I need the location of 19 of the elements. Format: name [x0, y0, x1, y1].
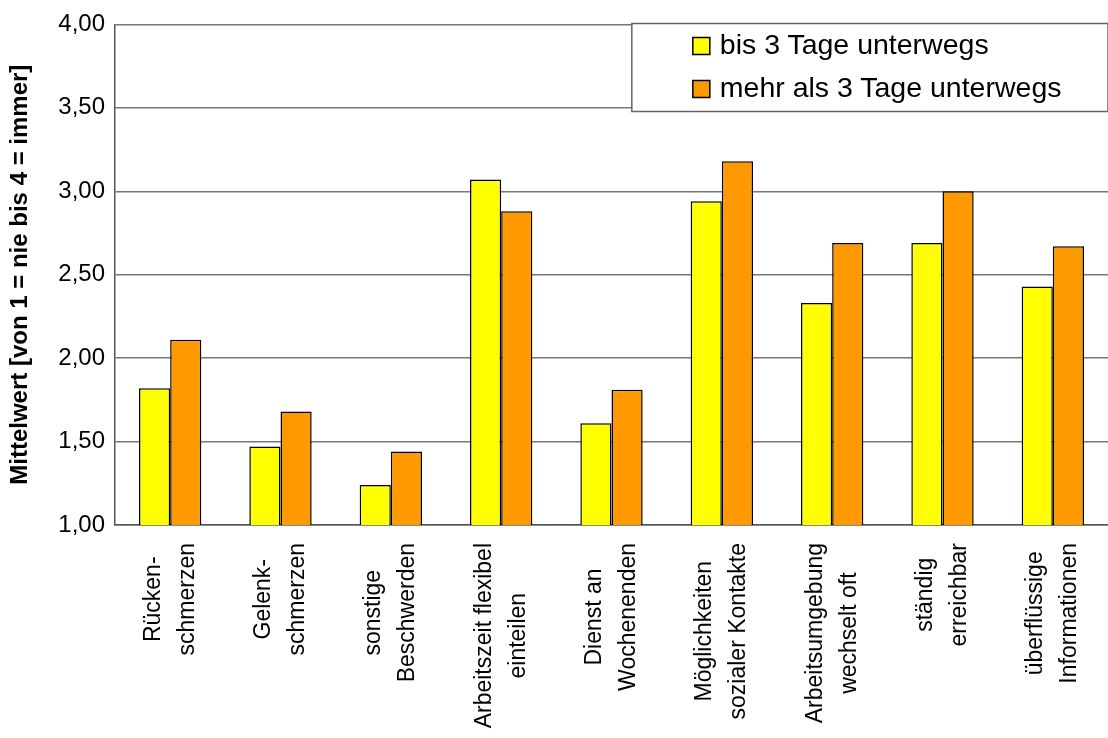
y-tick-label: 4,00 [58, 9, 105, 37]
y-tick-label: 1,00 [58, 509, 105, 537]
y-tick-label: 1,50 [58, 426, 105, 454]
x-tick-label: Arbeitszeit flexibel einteilen [469, 543, 530, 729]
x-tick-label: Arbeitsumgebung wechselt oft [800, 542, 861, 724]
x-tick-label: Dienst an Wochenenden [579, 543, 640, 691]
x-tick-label: sonstige Beschwerden [359, 543, 420, 683]
x-tick-label: Möglichkeiten sozialer Kontakte [690, 543, 751, 720]
y-tick-label: 3,50 [58, 92, 105, 120]
y-tick-label: 2,50 [58, 259, 105, 287]
x-tick-label: überflüssige Informationen [1021, 543, 1082, 684]
y-tick-label: 2,00 [58, 342, 105, 370]
x-tick-label: Gelenk- schmerzen [248, 543, 309, 656]
legend-label: mehr als 3 Tage unterwegs [719, 70, 1062, 103]
y-axis-title: Mittelwert [von 1 = nie bis 4 = immer] [5, 64, 33, 485]
legend-label: bis 3 Tage unterwegs [719, 27, 989, 60]
x-tick-label: Rücken- schmerzen [138, 543, 199, 656]
x-tick-label: ständig erreichbar [910, 542, 971, 647]
y-tick-label: 3,00 [58, 175, 105, 203]
